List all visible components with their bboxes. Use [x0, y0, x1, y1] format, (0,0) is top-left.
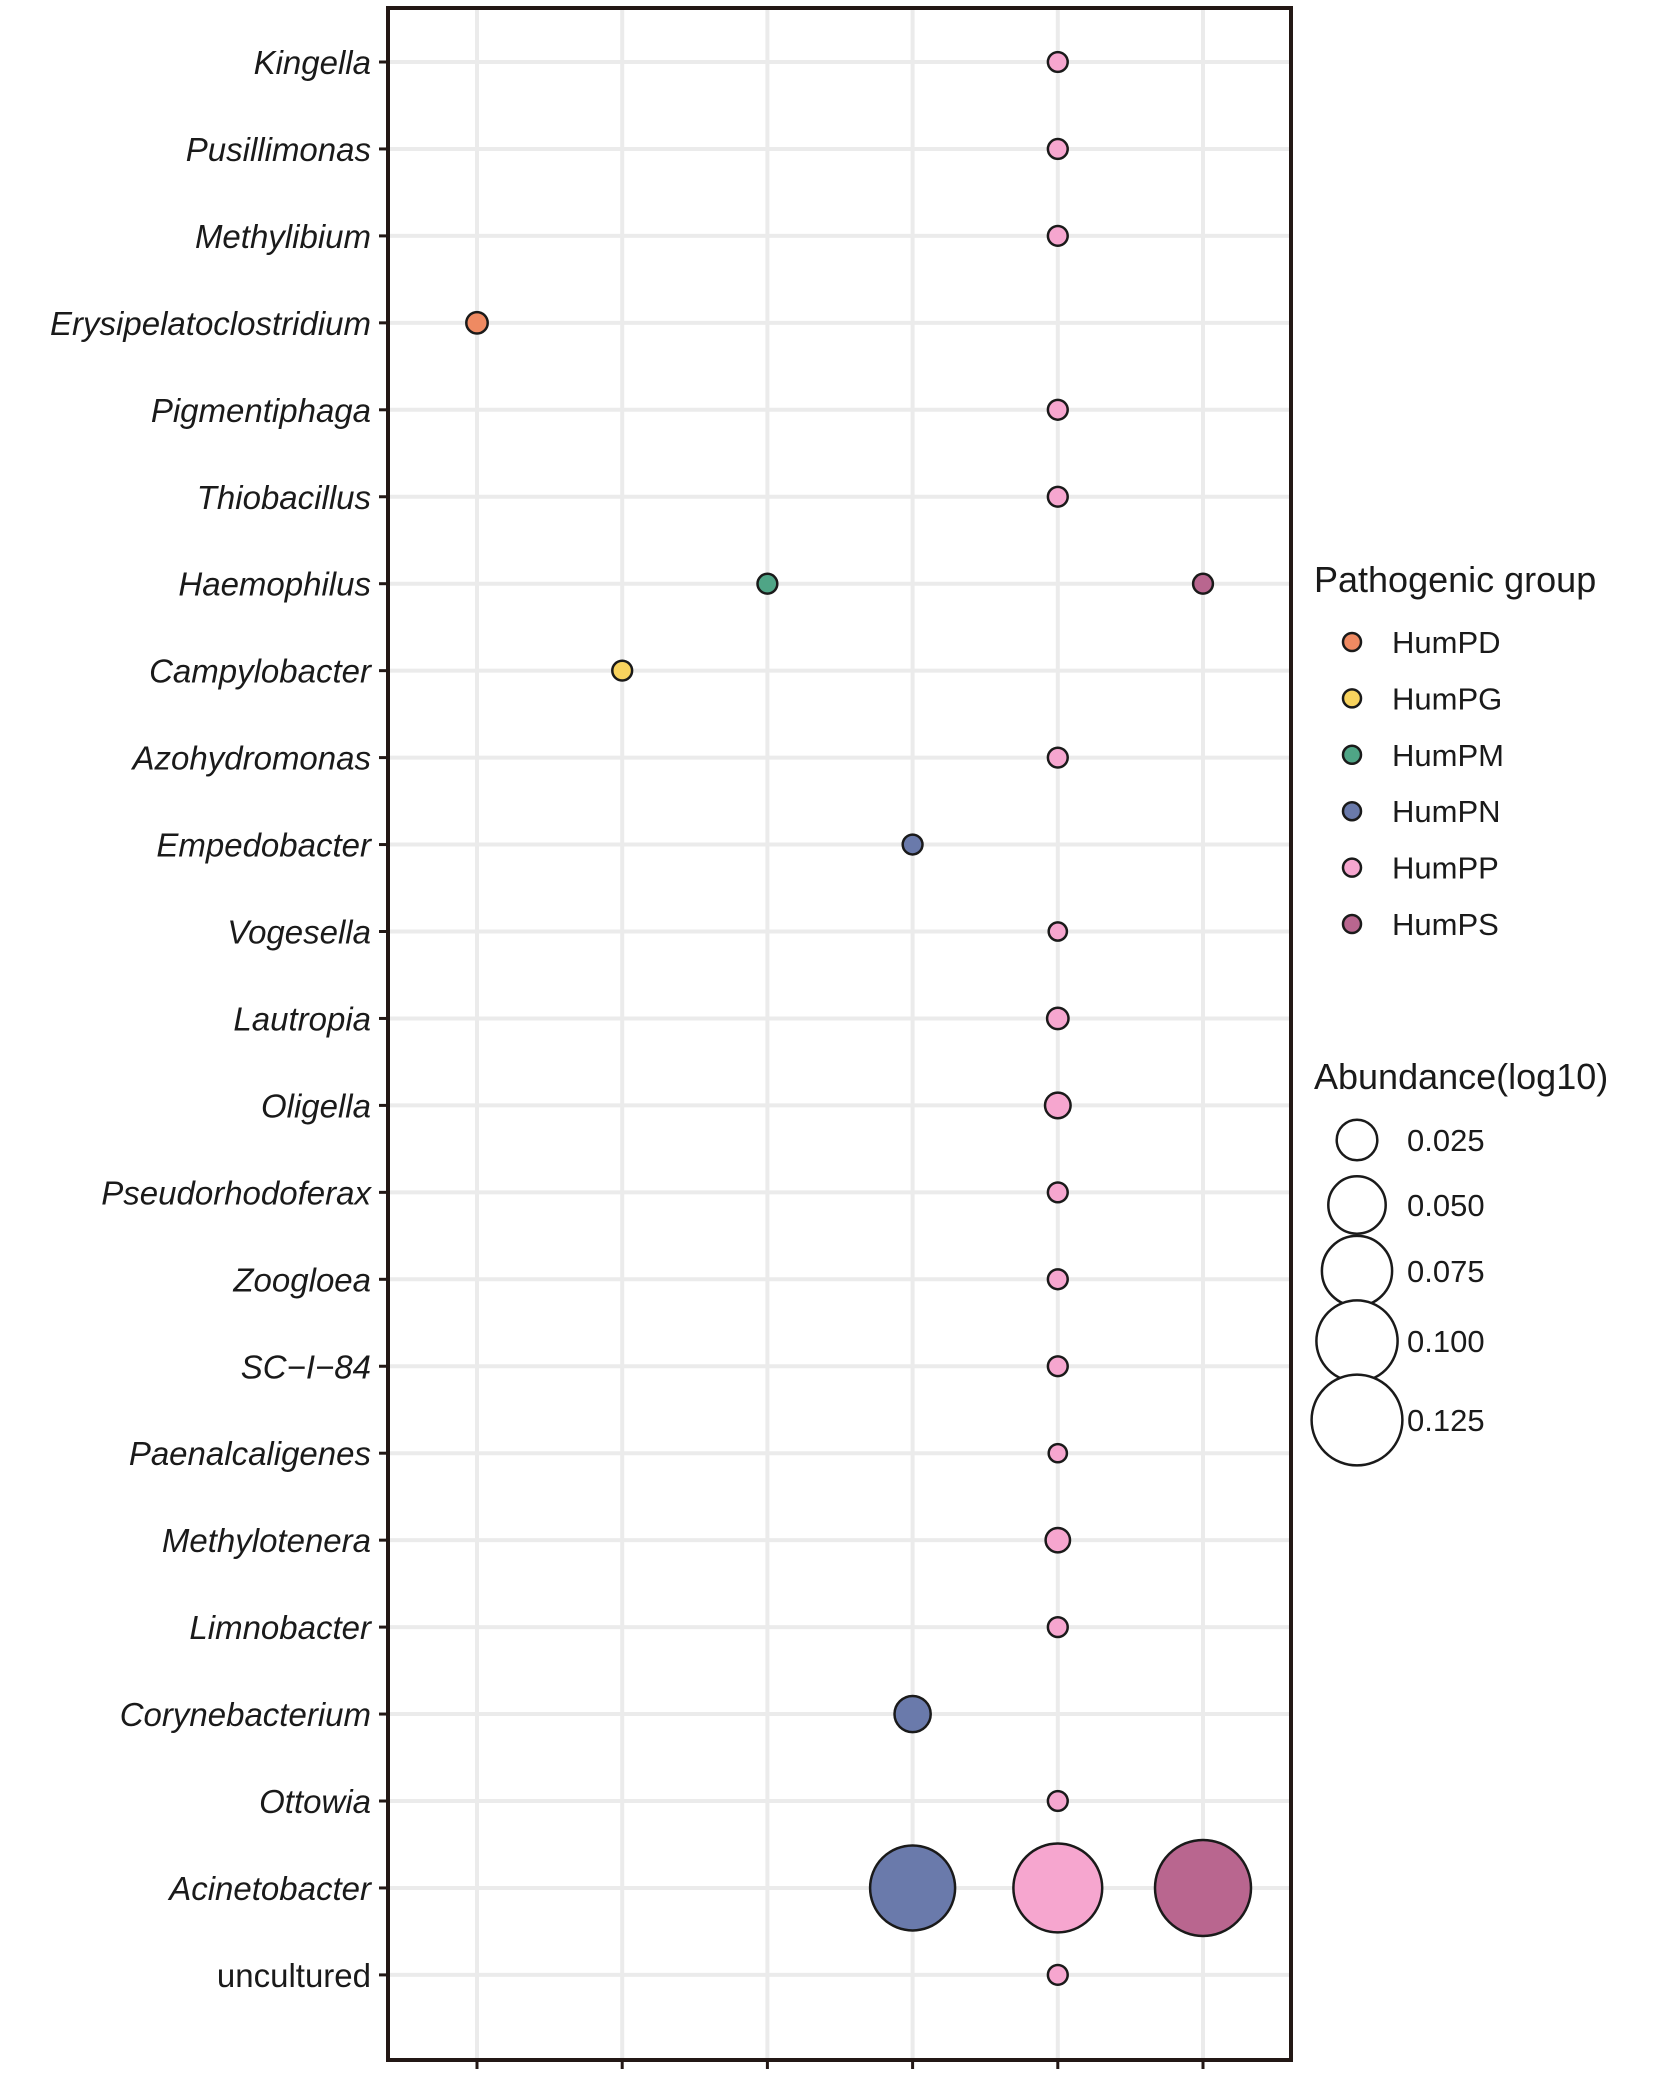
size-legend-title: Abundance(log10) — [1314, 1056, 1608, 1097]
legend-swatch-humpg — [1341, 688, 1363, 709]
y-tick-label-acinetobacter: Acinetobacter — [167, 1870, 373, 1907]
x-axis: HumPD HumPG HumPM HumPN HumPP HumPS — [419, 2060, 1260, 2073]
y-tick-label-haemophilus: Haemophilus — [178, 566, 371, 603]
size-label-0-075: 0.075 — [1407, 1254, 1485, 1289]
y-tick-label-pigmentiphaga: Pigmentiphaga — [151, 392, 371, 429]
size-key-0-075 — [1320, 1234, 1394, 1308]
point-pseudorhodoferax-humpp — [1046, 1181, 1069, 1204]
point-pusillimonas-humpp — [1046, 137, 1069, 161]
point-oligella-humpp — [1043, 1091, 1072, 1120]
y-tick-label-uncultured: uncultured — [217, 1957, 371, 1994]
legend-swatch-humpp — [1341, 857, 1363, 878]
point-empedobacter-humpn — [901, 833, 924, 856]
point-haemophilus-humps — [1191, 572, 1215, 595]
point-pigmentiphaga-humpp — [1046, 398, 1069, 421]
point-erysipelatoclostridium-humpd — [465, 310, 489, 335]
y-tick-label-methylibium: Methylibium — [195, 218, 371, 255]
x-tick-label-humpn: HumPN — [855, 2070, 971, 2073]
y-tick-label-empedobacter: Empedobacter — [156, 827, 373, 864]
legend-label-humpm: HumPM — [1392, 738, 1504, 773]
y-tick-label-limnobacter: Limnobacter — [189, 1609, 373, 1646]
point-acinetobacter-humpn — [868, 1844, 957, 1932]
size-key-0-125 — [1310, 1373, 1404, 1467]
y-tick-label-ottowia: Ottowia — [259, 1783, 371, 1820]
legend-label-humpg: HumPG — [1392, 681, 1502, 716]
size-label-0-050: 0.050 — [1407, 1188, 1485, 1223]
plot-panel-border — [386, 6, 1293, 2062]
point-campylobacter-humpg — [611, 659, 634, 682]
point-methylotenera-humpp — [1044, 1526, 1072, 1554]
x-tick-label-humpm: HumPM — [708, 2070, 827, 2073]
point-lautropia-humpp — [1045, 1006, 1070, 1031]
x-tick-label-humpd: HumPD — [419, 2070, 535, 2073]
point-haemophilus-humpm — [756, 572, 779, 595]
legend-swatch-humpn — [1341, 800, 1363, 822]
x-tick-label-humpp: HumPP — [1001, 2070, 1115, 2073]
legend-label-humpn: HumPN — [1392, 794, 1501, 829]
legend-label-humps: HumPS — [1392, 907, 1499, 942]
size-label-0-125: 0.125 — [1407, 1403, 1485, 1438]
size-key-0-100 — [1315, 1299, 1399, 1383]
legend-swatch-humpm — [1341, 744, 1363, 766]
point-corynebacterium-humpn — [893, 1694, 932, 1734]
y-axis: Kingella Pusillimonas Methylibium Erysipela… — [50, 44, 388, 1994]
y-tick-label-pusillimonas: Pusillimonas — [186, 131, 371, 168]
y-tick-label-azohydromonas: Azohydromonas — [131, 740, 371, 777]
point-limnobacter-humpp — [1046, 1615, 1069, 1639]
grid-lines — [390, 10, 1289, 2058]
legend-swatch-humps — [1341, 913, 1363, 935]
size-label-0-025: 0.025 — [1407, 1123, 1485, 1158]
legend-label-humpp: HumPP — [1392, 851, 1499, 886]
y-tick-label-kingella: Kingella — [254, 44, 371, 81]
y-tick-label-vogesella: Vogesella — [227, 914, 371, 951]
point-paenalcaligenes-humpp — [1047, 1442, 1069, 1464]
size-label-0-100: 0.100 — [1407, 1324, 1485, 1359]
point-thiobacillus-humpp — [1046, 485, 1069, 508]
point-acinetobacter-humpp — [1012, 1842, 1104, 1934]
y-tick-label-oligella: Oligella — [261, 1087, 371, 1124]
point-zoogloea-humpp — [1046, 1268, 1069, 1291]
point-uncultured-humpp — [1046, 1963, 1069, 1987]
abundance-legend: Abundance(log10) 0.025 0.050 0.075 0.100 0.1… — [1310, 1056, 1608, 1467]
legend-label-humpd: HumPD — [1392, 625, 1501, 660]
point-ottowia-humpp — [1046, 1789, 1069, 1813]
point-azohydromonas-humpp — [1046, 746, 1069, 769]
y-tick-label-erysipelatoclostridium: Erysipelatoclostridium — [50, 305, 371, 342]
y-tick-label-zoogloea: Zoogloea — [232, 1261, 371, 1298]
point-kingella-humpp — [1046, 50, 1069, 74]
legend-swatch-humpd — [1341, 631, 1363, 653]
y-tick-label-thiobacillus: Thiobacillus — [197, 479, 371, 516]
y-tick-label-pseudorhodoferax: Pseudorhodoferax — [101, 1174, 372, 1211]
color-legend-title: Pathogenic group — [1314, 559, 1596, 600]
x-tick-label-humps: HumPS — [1146, 2070, 1260, 2073]
point-methylibium-humpp — [1046, 224, 1069, 248]
y-tick-label-corynebacterium: Corynebacterium — [120, 1696, 371, 1733]
y-tick-label-paenalcaligenes: Paenalcaligenes — [129, 1435, 371, 1472]
x-tick-label-humpg: HumPG — [564, 2070, 681, 2073]
point-vogesella-humpp — [1047, 921, 1069, 942]
y-tick-label-lautropia: Lautropia — [233, 1000, 371, 1037]
pathogenic-group-legend: Pathogenic group HumPD HumPG HumPM HumPN Hum… — [1314, 559, 1596, 942]
data-points — [465, 50, 1253, 1987]
y-tick-label-sc-i-84: SC−I−84 — [241, 1348, 371, 1385]
size-key-0-025 — [1335, 1118, 1379, 1162]
point-sc-i-84-humpp — [1046, 1355, 1069, 1378]
point-acinetobacter-humps — [1153, 1838, 1253, 1938]
y-tick-label-campylobacter: Campylobacter — [149, 653, 373, 690]
y-tick-label-methylotenera: Methylotenera — [162, 1522, 371, 1559]
size-key-0-050 — [1327, 1175, 1387, 1235]
